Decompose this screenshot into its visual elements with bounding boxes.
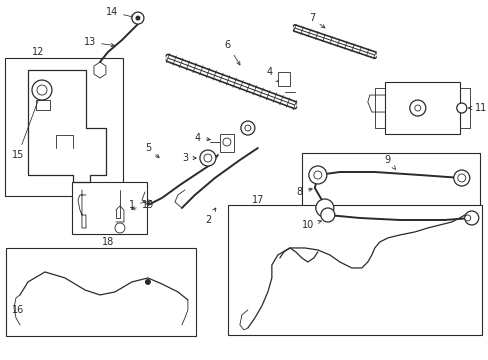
Bar <box>384 82 459 134</box>
Text: 7: 7 <box>308 13 324 28</box>
Text: 16: 16 <box>12 305 24 315</box>
Circle shape <box>37 85 47 95</box>
Text: 17: 17 <box>251 195 264 205</box>
Bar <box>5 58 122 196</box>
Circle shape <box>203 154 211 162</box>
Text: 9: 9 <box>384 155 395 169</box>
Bar <box>301 153 479 241</box>
Circle shape <box>115 223 124 233</box>
Text: 3: 3 <box>182 153 196 163</box>
Text: 6: 6 <box>224 40 240 65</box>
Circle shape <box>244 125 250 131</box>
Circle shape <box>464 215 470 221</box>
Circle shape <box>320 208 334 222</box>
Text: 1: 1 <box>129 200 151 210</box>
Circle shape <box>315 199 333 217</box>
Text: 4: 4 <box>194 133 210 143</box>
Circle shape <box>241 121 254 135</box>
Text: 14: 14 <box>105 7 134 18</box>
Circle shape <box>200 150 215 166</box>
Circle shape <box>135 15 140 21</box>
Circle shape <box>414 105 420 111</box>
Bar <box>220 134 233 152</box>
Text: 2: 2 <box>204 208 215 225</box>
Bar <box>72 182 146 234</box>
Text: 4: 4 <box>266 67 279 82</box>
Text: 8: 8 <box>296 187 312 197</box>
Circle shape <box>453 170 469 186</box>
Text: 15: 15 <box>12 94 41 160</box>
Text: 11: 11 <box>468 103 486 113</box>
Text: 12: 12 <box>32 47 44 57</box>
Circle shape <box>144 279 151 285</box>
Circle shape <box>457 174 465 182</box>
Circle shape <box>223 138 230 146</box>
Circle shape <box>32 80 52 100</box>
Circle shape <box>313 171 321 179</box>
Circle shape <box>464 211 478 225</box>
Circle shape <box>409 100 425 116</box>
Circle shape <box>132 12 143 24</box>
Text: 18: 18 <box>102 237 114 247</box>
Text: 5: 5 <box>144 143 159 158</box>
Bar <box>227 205 481 335</box>
Text: 13: 13 <box>83 37 114 47</box>
Bar <box>6 248 196 336</box>
Circle shape <box>308 166 326 184</box>
Bar <box>277 72 289 86</box>
Text: 19: 19 <box>131 200 154 210</box>
Circle shape <box>456 103 466 113</box>
Text: 10: 10 <box>301 220 321 230</box>
